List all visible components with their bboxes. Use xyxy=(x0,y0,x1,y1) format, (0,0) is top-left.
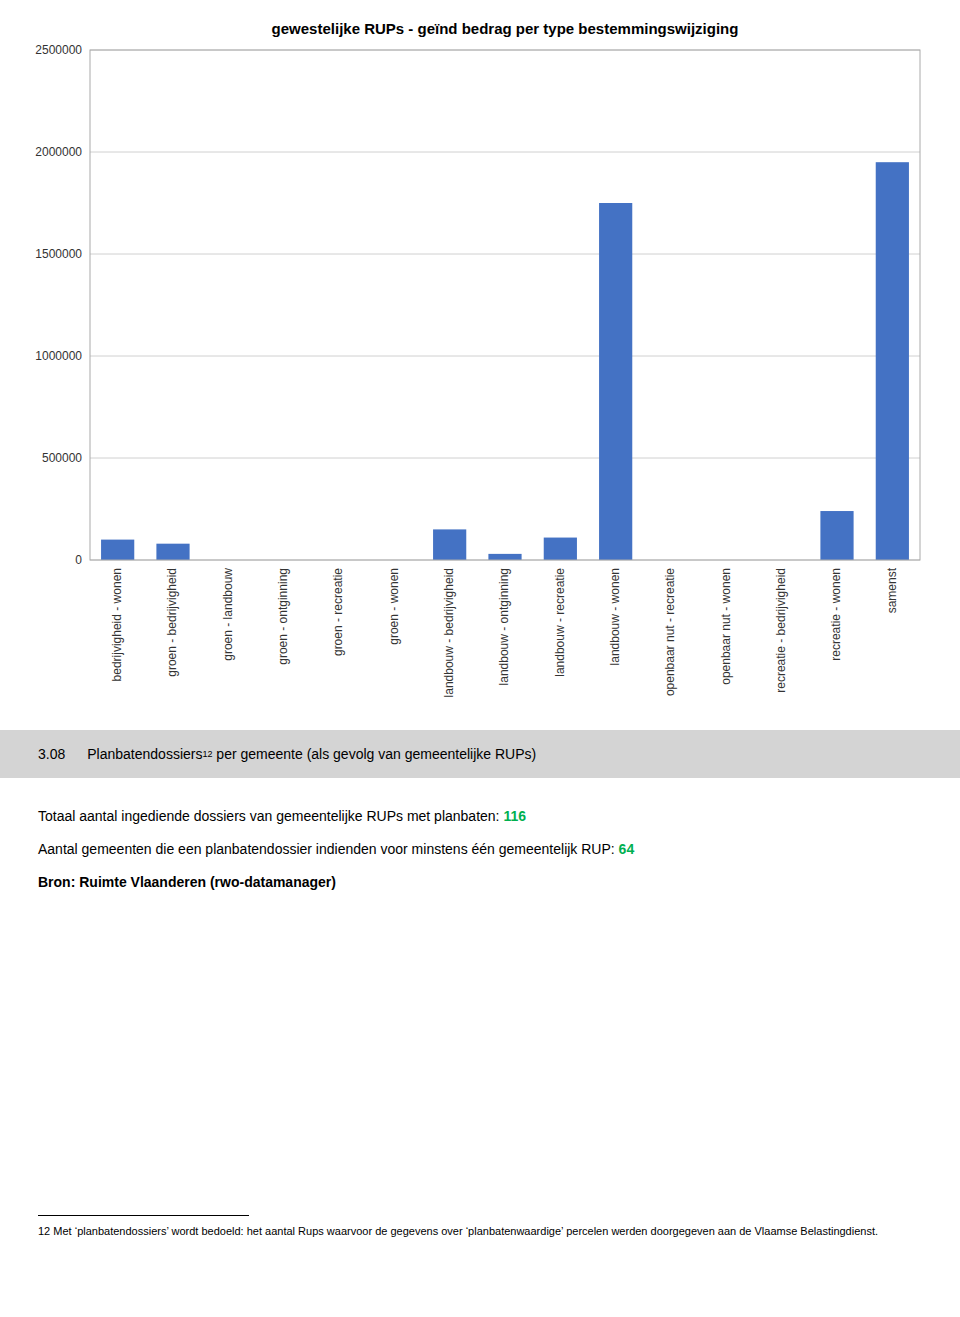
footnote: 12 Met ‘planbatendossiers’ wordt bedoeld… xyxy=(38,1215,918,1239)
text-value: 116 xyxy=(503,808,526,824)
x-tick-label: landbouw - wonen xyxy=(608,568,622,665)
x-tick-label: groen - bedrijvigheid xyxy=(165,568,179,677)
x-tick-label: groen - ontginning xyxy=(276,568,290,665)
section-title-rest: per gemeente (als gevolg van gemeentelij… xyxy=(212,746,536,762)
chart-svg: gewestelijke RUPs - geïnd bedrag per typ… xyxy=(0,0,960,720)
x-tick-label: groen - wonen xyxy=(387,568,401,645)
page: {"chart_data": {"type": "bar", "title": … xyxy=(0,0,960,1317)
x-tick-label: samenst xyxy=(885,567,899,613)
y-tick-label: 500000 xyxy=(42,451,82,465)
bar xyxy=(101,540,134,560)
y-tick-label: 2500000 xyxy=(35,43,82,57)
bar xyxy=(488,554,521,560)
x-tick-label: groen - recreatie xyxy=(331,568,345,656)
text-label: Aantal gemeenten die een planbatendossie… xyxy=(38,841,619,857)
source: Bron: Ruimte Vlaanderen (rwo-datamanager… xyxy=(38,866,918,899)
bar xyxy=(433,529,466,560)
plot-frame xyxy=(90,50,920,560)
x-tick-label: openbaar nut - recreatie xyxy=(663,568,677,696)
text-label: Totaal aantal ingediende dossiers van ge… xyxy=(38,808,503,824)
bar xyxy=(599,203,632,560)
x-tick-label: landbouw - recreatie xyxy=(553,568,567,677)
grid-line xyxy=(90,152,920,153)
y-tick-label: 1000000 xyxy=(35,349,82,363)
footnote-text: Met ‘planbatendossiers’ wordt bedoeld: h… xyxy=(50,1225,878,1237)
bar xyxy=(876,162,909,560)
section-title: Planbatendossiers xyxy=(87,746,202,762)
text-line: Aantal gemeenten die een planbatendossie… xyxy=(38,833,918,866)
x-tick-label: groen - landbouw xyxy=(221,568,235,661)
section-header: 3.08 Planbatendossiers12 per gemeente (al… xyxy=(0,730,960,778)
x-tick-label: recreatie - bedrijvigheid xyxy=(774,568,788,693)
footnote-ref: 12 xyxy=(202,749,212,759)
y-tick-label: 0 xyxy=(75,553,82,567)
grid-line xyxy=(90,458,920,459)
x-tick-label: bedrijvigheid - wonen xyxy=(110,568,124,681)
bar xyxy=(156,544,189,560)
bars xyxy=(101,162,909,560)
text-body: Totaal aantal ingediende dossiers van ge… xyxy=(38,800,918,899)
x-tick-label: landbouw - ontginning xyxy=(497,568,511,685)
x-tick-label: recreatie - wonen xyxy=(829,568,843,661)
text-line: Totaal aantal ingediende dossiers van ge… xyxy=(38,800,918,833)
footnote-rule xyxy=(38,1215,249,1216)
footnote-body: 12 Met ‘planbatendossiers’ wordt bedoeld… xyxy=(38,1224,918,1239)
x-tick-label: openbaar nut - wonen xyxy=(719,568,733,685)
bar xyxy=(820,511,853,560)
text-value: 64 xyxy=(619,841,635,857)
x-tick-label: landbouw - bedrijvigheid xyxy=(442,568,456,697)
grid-line xyxy=(90,254,920,255)
chart-title: gewestelijke RUPs - geïnd bedrag per typ… xyxy=(272,20,739,37)
footnote-number: 12 xyxy=(38,1225,50,1237)
y-tick-label: 2000000 xyxy=(35,145,82,159)
y-tick-label: 1500000 xyxy=(35,247,82,261)
grid-line xyxy=(90,356,920,357)
bar xyxy=(544,538,577,560)
section-number: 3.08 xyxy=(38,746,65,762)
chart-area: gewestelijke RUPs - geïnd bedrag per typ… xyxy=(0,0,960,724)
